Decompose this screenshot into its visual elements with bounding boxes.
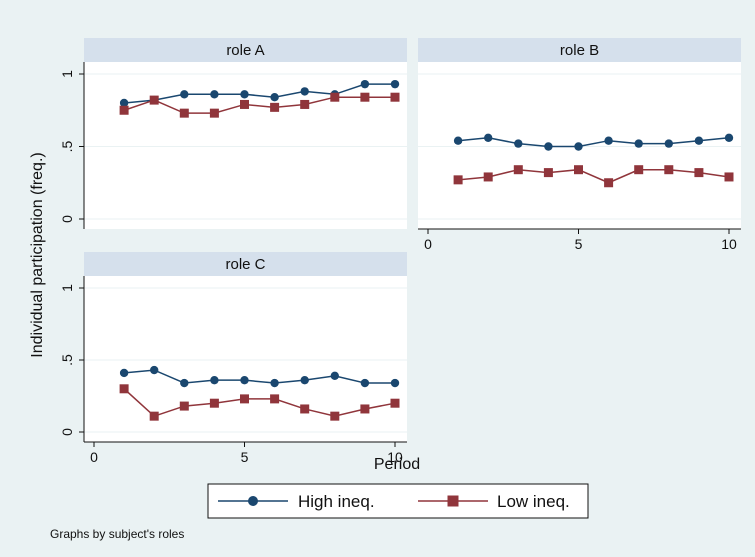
- y-tick-label-role-c-0: 0: [59, 428, 75, 436]
- point-role-c-high-ineq-2: [150, 365, 159, 375]
- point-role-a-low-ineq-8: [330, 92, 340, 102]
- point-role-a-high-ineq-5: [240, 90, 249, 99]
- y-tick-label-role-a-1: .5: [59, 140, 75, 152]
- point-role-c-high-ineq-5: [240, 375, 249, 385]
- point-role-c-high-ineq-3: [180, 378, 189, 388]
- y-tick-label-role-c-1: .5: [59, 354, 75, 366]
- panel-title-role-a: role A: [226, 42, 264, 59]
- point-role-c-low-ineq-9: [360, 404, 370, 414]
- series-line-role-a-high-ineq: [124, 83, 395, 104]
- panel-header-role-b: [418, 38, 741, 62]
- point-role-a-high-ineq-3: [180, 90, 189, 99]
- point-role-b-high-ineq-8: [664, 139, 673, 148]
- point-role-a-low-ineq-4: [209, 108, 219, 118]
- legend-marker-low-ineq: [447, 495, 459, 507]
- point-role-b-high-ineq-4: [544, 142, 553, 151]
- point-role-b-high-ineq-2: [484, 133, 493, 142]
- point-role-c-high-ineq-6: [270, 378, 279, 388]
- y-tick-label-role-a-2: 1: [59, 70, 75, 78]
- point-role-c-high-ineq-4: [210, 375, 219, 385]
- point-role-b-low-ineq-6: [604, 178, 614, 188]
- x-axis-title: Period: [374, 456, 420, 473]
- plot-area-role-a: [84, 62, 407, 229]
- legend-label-high-ineq: High ineq.: [298, 492, 375, 511]
- y-axis-title: Individual participation (freq.): [29, 152, 46, 357]
- x-tick-label-role-c-0: 0: [90, 449, 98, 465]
- point-role-b-high-ineq-10: [724, 133, 734, 142]
- point-role-c-high-ineq-10: [390, 378, 400, 388]
- series-line-role-c-high-ineq: [124, 369, 395, 384]
- legend-label-low-ineq: Low ineq.: [497, 492, 570, 511]
- panel-role-b: role B 0 5 10: [418, 38, 741, 252]
- point-role-b-low-ineq-3: [513, 165, 523, 175]
- point-role-b-high-ineq-9: [694, 136, 704, 145]
- point-role-a-high-ineq-1: [119, 98, 129, 108]
- panel-header-role-c: [84, 252, 407, 276]
- point-role-a-high-ineq-6: [270, 93, 279, 102]
- plot-area-role-c: [84, 276, 407, 442]
- x-tick-label-role-c-1: 5: [241, 449, 249, 465]
- point-role-c-low-ineq-8: [330, 411, 340, 421]
- point-role-a-high-ineq-4: [210, 90, 219, 99]
- point-role-b-high-ineq-6: [604, 136, 613, 145]
- point-role-c-high-ineq-7: [300, 375, 309, 385]
- point-role-c-low-ineq-6: [270, 394, 280, 404]
- point-role-c-high-ineq-1: [119, 368, 129, 378]
- point-role-c-low-ineq-4: [209, 398, 219, 408]
- point-role-a-low-ineq-10: [390, 92, 400, 102]
- series-line-role-b-high-ineq: [458, 137, 730, 148]
- point-role-a-high-ineq-10: [390, 79, 400, 89]
- point-role-a-low-ineq-2: [149, 95, 159, 105]
- point-role-b-low-ineq-7: [634, 165, 644, 175]
- point-role-b-high-ineq-5: [574, 142, 583, 151]
- x-tick-label-role-c-2: 10: [387, 449, 403, 465]
- series-line-role-c-low-ineq: [123, 388, 396, 418]
- x-tick-label-role-b-2: 10: [721, 236, 737, 252]
- point-role-b-low-ineq-2: [483, 172, 493, 182]
- panel-title-role-b: role B: [560, 42, 599, 59]
- point-role-c-low-ineq-7: [300, 404, 310, 414]
- point-role-b-low-ineq-8: [664, 165, 674, 175]
- point-role-a-low-ineq-6: [270, 102, 280, 112]
- point-role-a-high-ineq-7: [300, 87, 309, 96]
- point-role-a-low-ineq-1: [119, 105, 129, 115]
- point-role-b-high-ineq-1: [453, 136, 463, 145]
- x-tick-label-role-b-0: 0: [424, 236, 432, 252]
- point-role-a-low-ineq-3: [179, 108, 189, 118]
- graph-note: Graphs by subject's roles: [50, 527, 184, 541]
- point-role-c-low-ineq-10: [390, 398, 400, 408]
- legend: High ineq. Low ineq.: [207, 483, 589, 519]
- point-role-b-high-ineq-3: [514, 139, 523, 148]
- point-role-b-low-ineq-10: [724, 172, 734, 182]
- legend-marker-high-ineq: [248, 496, 258, 506]
- panel-role-c: role C0.510 5 10: [59, 252, 407, 465]
- point-role-b-high-ineq-7: [634, 139, 643, 148]
- point-role-a-high-ineq-9: [360, 79, 370, 89]
- panel-title-role-c: role C: [225, 256, 265, 273]
- x-tick-label-role-b-1: 5: [575, 236, 583, 252]
- panel-header-role-a: [84, 38, 407, 62]
- point-role-a-low-ineq-9: [360, 92, 370, 102]
- point-role-a-low-ineq-7: [300, 99, 310, 109]
- point-role-c-low-ineq-2: [149, 411, 159, 421]
- point-role-c-low-ineq-5: [240, 394, 249, 404]
- point-role-b-low-ineq-4: [543, 168, 553, 178]
- point-role-c-low-ineq-1: [119, 384, 129, 394]
- y-tick-label-role-c-2: 1: [59, 284, 75, 292]
- point-role-c-low-ineq-3: [179, 401, 189, 411]
- panel-role-a: role A 0 .5 1: [59, 38, 407, 229]
- point-role-b-low-ineq-1: [453, 175, 463, 185]
- series-line-role-a-low-ineq: [123, 96, 395, 114]
- point-role-b-low-ineq-9: [694, 168, 704, 178]
- point-role-c-high-ineq-8: [330, 371, 339, 381]
- series-line-role-b-low-ineq: [458, 168, 730, 184]
- point-role-b-low-ineq-5: [574, 165, 583, 175]
- point-role-c-high-ineq-9: [360, 378, 370, 388]
- y-tick-label-role-a-0: 0: [59, 215, 75, 223]
- point-role-a-low-ineq-5: [240, 99, 249, 109]
